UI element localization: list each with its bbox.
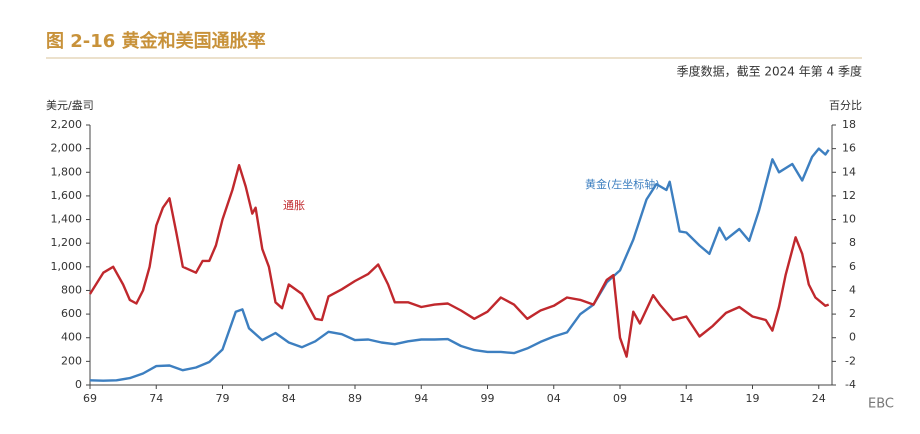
y2-tick-label: 10 [842,213,856,226]
y2-tick-label: 16 [842,142,856,155]
y-tick-label: 600 [61,307,82,320]
annotation: 黄金(左坐标轴) [585,177,660,191]
y-tick-label: 800 [61,283,82,296]
x-tick-label: 19 [746,392,760,405]
y2-axis-label: 百分比 [829,99,862,112]
y2-tick-label: 18 [842,118,856,131]
y-tick-label: 2,000 [51,142,83,155]
y-tick-label: 200 [61,354,82,367]
x-tick-label: 24 [812,392,826,405]
series-line [88,164,830,358]
series-line [89,147,830,382]
y-tick-label: 0 [75,378,82,391]
x-tick-label: 74 [149,392,163,405]
y2-tick-label: -4 [845,378,856,391]
x-tick-label: 04 [547,392,561,405]
x-tick-label: 09 [613,392,627,405]
x-tick-label: 84 [282,392,296,405]
y2-tick-label: 0 [849,331,856,344]
y2-tick-label: 8 [849,236,856,249]
y-tick-label: 2,200 [51,118,83,131]
y2-tick-label: 14 [842,165,856,178]
y-tick-label: 1,000 [51,260,83,273]
annotation: 通胀 [283,199,305,212]
x-tick-label: 79 [216,392,230,405]
y-tick-label: 1,800 [51,165,83,178]
x-tick-label: 69 [83,392,97,405]
y2-tick-label: 4 [849,283,856,296]
y-tick-label: 1,600 [51,189,83,202]
x-tick-label: 94 [414,392,428,405]
y-tick-label: 1,200 [51,236,83,249]
y2-tick-label: -2 [845,354,856,367]
y2-tick-label: 2 [849,307,856,320]
y2-tick-label: 6 [849,260,856,273]
y-axis-label: 美元/盎司 [46,98,94,112]
y-tick-label: 400 [61,331,82,344]
y2-tick-label: 12 [842,189,856,202]
x-tick-label: 14 [679,392,693,405]
chart-title: 图 2-16 黄金和美国通胀率 [46,30,266,52]
watermark: EBC [868,397,894,412]
x-tick-label: 99 [481,392,495,405]
y-tick-label: 1,400 [51,213,83,226]
chart-subtitle: 季度数据，截至 2024 年第 4 季度 [677,64,862,79]
x-tick-label: 89 [348,392,362,405]
